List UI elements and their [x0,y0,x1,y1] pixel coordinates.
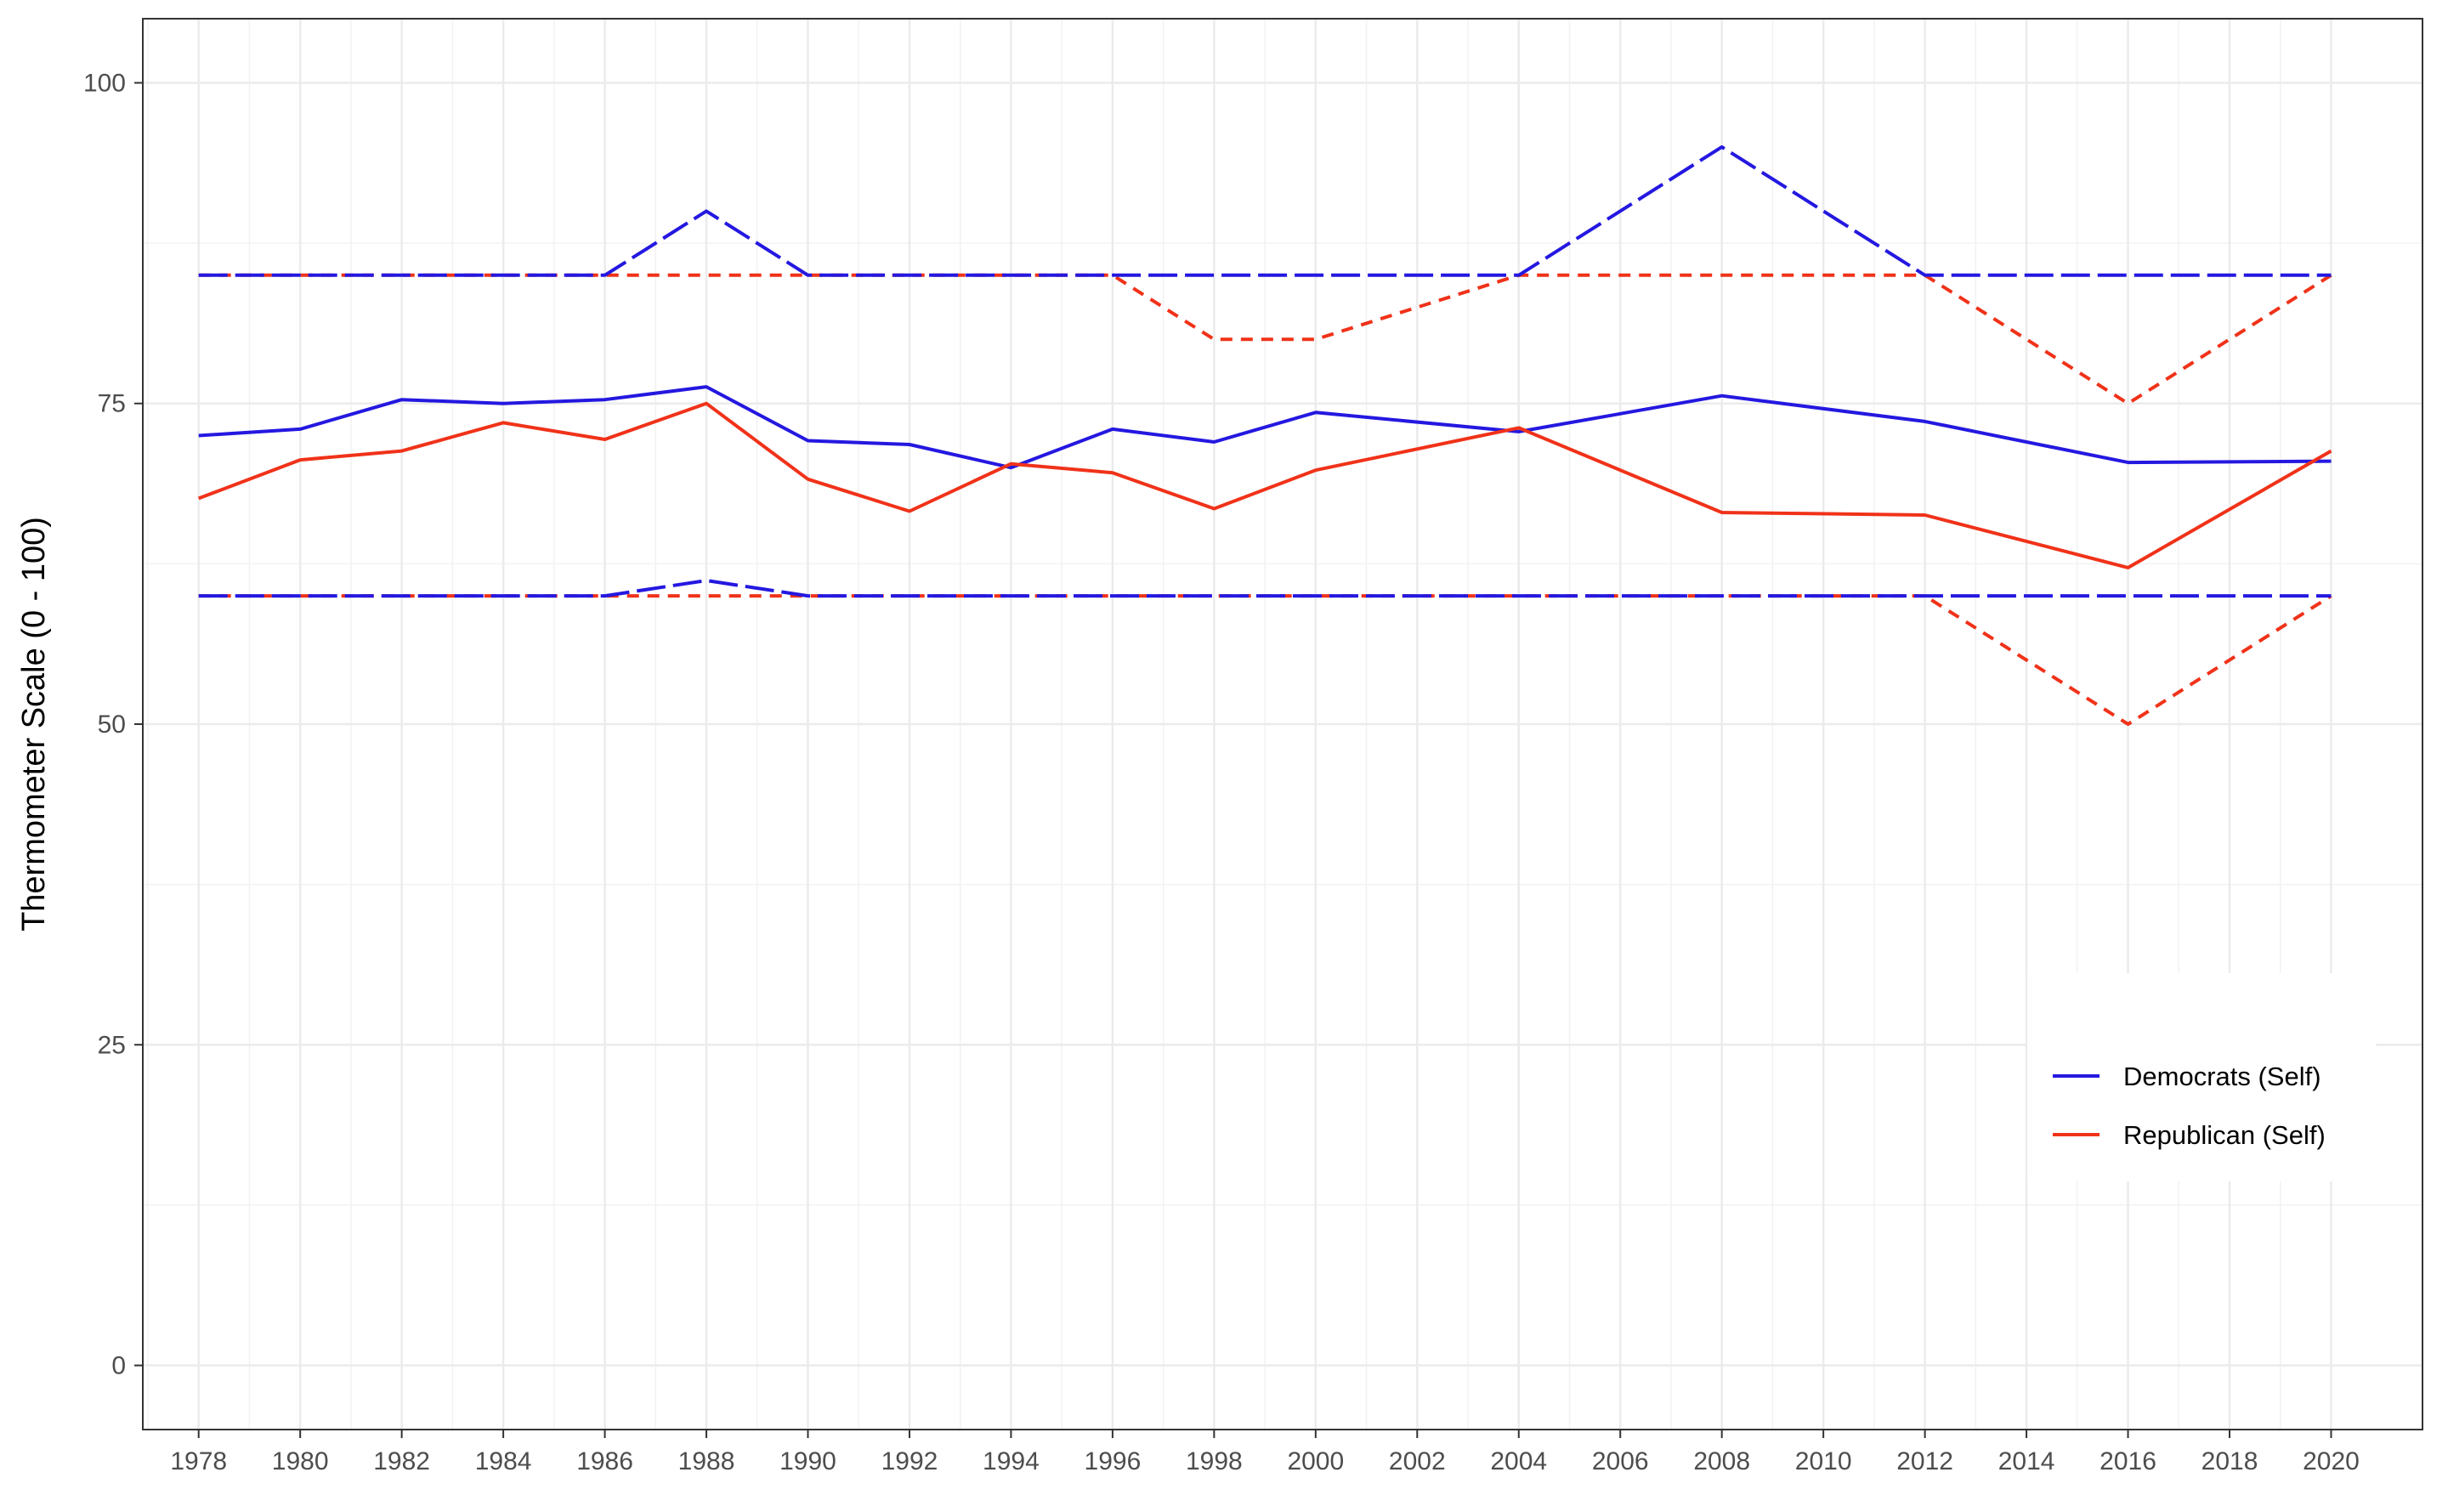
x-tick-label: 2020 [2303,1447,2360,1475]
x-tick-label: 1990 [779,1447,836,1475]
reference-line-5 [198,579,2332,598]
x-tick-label: 1980 [272,1447,329,1475]
x-tick-label: 1998 [1186,1447,1243,1475]
legend-label-democrats: Democrats (Self) [2123,1062,2321,1091]
x-tick-labels: 1978 1980 1982 1984 1986 1988 1990 1992 1994 1996… [170,1447,2360,1475]
x-tick-label: 2010 [1795,1447,1852,1475]
y-tick-label: 75 [98,390,126,418]
x-tick-label: 2008 [1693,1447,1750,1475]
x-tick-label: 1996 [1085,1447,1142,1475]
x-tick-label: 2002 [1389,1447,1446,1475]
x-tick-label: 2012 [1896,1447,1953,1475]
x-tick-label: 2016 [2100,1447,2156,1475]
x-tick-label: 1984 [475,1447,532,1475]
legend: Democrats (Self) Republican (Self) [2027,973,2376,1181]
axis-ticks [134,82,2332,1438]
x-tick-label: 2006 [1592,1447,1649,1475]
y-tick-labels: 0 25 50 75 100 [83,69,126,1379]
series-lines [197,144,2332,726]
y-tick-label: 0 [111,1352,126,1380]
y-tick-label: 25 [98,1031,126,1059]
x-tick-label: 1992 [881,1447,938,1475]
x-tick-label: 1982 [373,1447,430,1475]
x-tick-label: 2000 [1287,1447,1344,1475]
series-line-republican [197,401,2332,569]
y-axis-title: Thermometer Scale (0 - 100) [16,517,52,932]
x-tick-label: 1994 [983,1447,1040,1475]
x-tick-label: 1986 [576,1447,633,1475]
x-tick-label: 1978 [170,1447,227,1475]
major-gridlines [143,19,2422,1430]
series-line-democrats [198,385,2332,470]
y-tick-label: 50 [98,711,126,739]
y-tick-label: 100 [83,69,126,97]
reference-line-3 [198,144,2332,277]
x-tick-label: 1988 [678,1447,735,1475]
x-tick-label: 2018 [2202,1447,2258,1475]
x-tick-label: 2004 [1490,1447,1547,1475]
x-tick-label: 2014 [1998,1447,2055,1475]
legend-label-republican: Republican (Self) [2123,1120,2326,1150]
